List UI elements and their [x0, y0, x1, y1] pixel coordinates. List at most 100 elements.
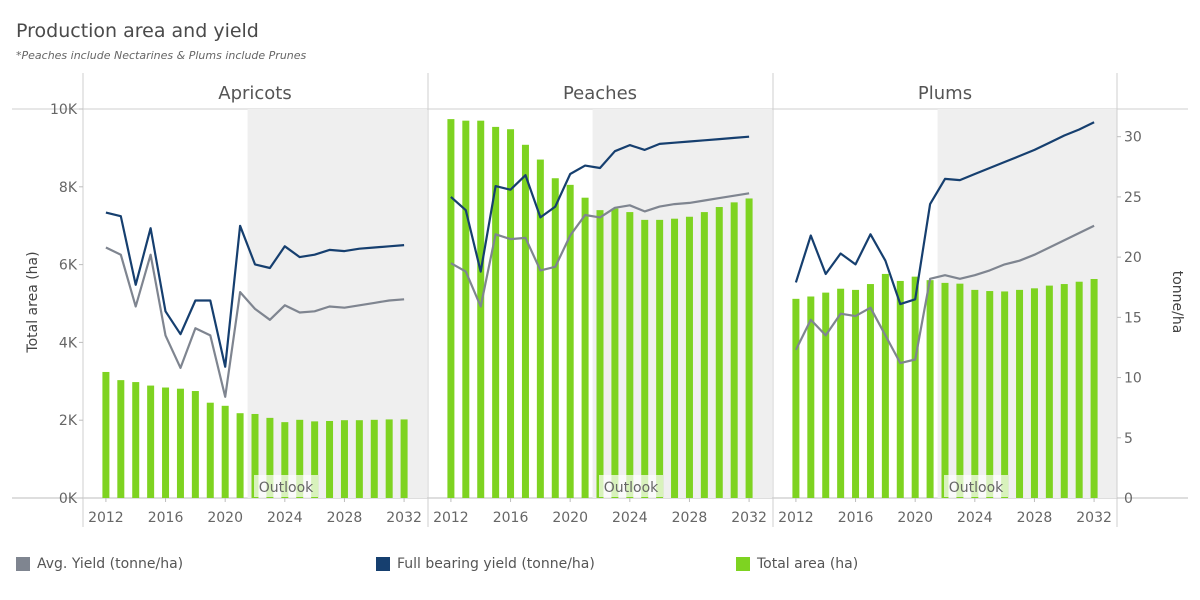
bar-total-area — [492, 126, 500, 499]
bar-total-area — [281, 422, 289, 498]
bar-total-area — [536, 159, 544, 498]
bar-total-area — [507, 129, 515, 498]
bar-total-area — [1090, 278, 1098, 498]
x-tick-label: 2016 — [148, 510, 184, 526]
chart-area: Apricots Outlook 2012 2016 2020 2024 2028 2032 P… — [12, 73, 1188, 527]
legend-total-area[interactable]: Total area (ha) — [736, 556, 858, 572]
bar-total-area — [147, 385, 155, 498]
x-tick-label: 2020 — [552, 510, 588, 526]
right-tick-label: 25 — [1124, 190, 1142, 206]
bar-total-area — [685, 216, 693, 499]
x-tick-label: 2032 — [1076, 510, 1112, 526]
x-tick-label: 2016 — [838, 510, 874, 526]
bar-total-area — [941, 282, 949, 498]
legend-avg-yield[interactable]: Avg. Yield (tonne/ha) — [16, 556, 183, 572]
legend-full-bearing-yield[interactable]: Full bearing yield (tonne/ha) — [376, 556, 595, 572]
bar-total-area — [117, 380, 125, 498]
legend-total-area-label: Total area (ha) — [757, 556, 859, 572]
bar-total-area — [385, 419, 393, 498]
series-line-full-bearing-yield — [450, 135, 750, 273]
left-axis-label: Total area (ha) — [25, 251, 41, 353]
bar-total-area — [1030, 288, 1038, 498]
x-tick-label: 2024 — [957, 510, 993, 526]
panel-header-plums: Plums — [918, 83, 972, 104]
bar-total-area — [566, 184, 574, 499]
bar-total-area — [326, 420, 334, 498]
bar-total-area — [822, 292, 830, 498]
right-tick-label: 10 — [1124, 371, 1142, 387]
bar-total-area — [477, 120, 485, 499]
x-tick-label: 2032 — [386, 510, 422, 526]
chart-subtitle: *Peaches include Nectarines & Plums incl… — [16, 49, 307, 62]
bar-total-area — [221, 405, 229, 498]
bar-total-area — [447, 119, 455, 498]
left-tick-label: 2K — [59, 413, 78, 429]
bar-total-area — [956, 283, 964, 498]
bar-total-area — [311, 421, 319, 498]
bar-total-area — [1016, 289, 1024, 498]
right-tick-label: 5 — [1124, 431, 1133, 447]
bar-total-area — [656, 219, 664, 499]
bar-total-area — [102, 371, 110, 498]
x-tick-label: 2020 — [207, 510, 243, 526]
x-tick-label: 2012 — [433, 510, 469, 526]
bar-total-area — [881, 273, 889, 498]
legend-total-area-swatch — [736, 557, 750, 571]
bar-total-area — [1060, 284, 1068, 498]
right-tick-label: 20 — [1124, 250, 1142, 266]
x-tick-label: 2016 — [493, 510, 529, 526]
bar-total-area — [926, 280, 934, 498]
x-tick-label: 2020 — [897, 510, 933, 526]
panels-layer: Apricots Outlook 2012 2016 2020 2024 2028 2032 P… — [12, 73, 1188, 527]
series-line-avg-yield — [794, 224, 1095, 365]
x-tick-label: 2032 — [731, 510, 767, 526]
legend-avg-yield-label: Avg. Yield (tonne/ha) — [37, 556, 184, 572]
bar-total-area — [236, 413, 244, 498]
bar-total-area — [191, 391, 199, 498]
legend-full-bearing-swatch — [376, 557, 390, 571]
bar-total-area — [462, 120, 470, 499]
bar-total-area — [611, 208, 619, 499]
bar-total-area — [1001, 291, 1009, 498]
bar-total-area — [132, 382, 140, 498]
bar-total-area — [1075, 281, 1083, 498]
panel-peaches: Peaches Outlook 2012 2016 2020 2024 2028 2032 — [427, 73, 772, 527]
outlook-region — [592, 109, 772, 498]
left-tick-label: 6K — [59, 258, 78, 274]
outlook-label: Outlook — [604, 480, 659, 496]
axes-layer: Total area (ha) tonne/ha 0K 2K 4K 6K 8K 10K 0 5… — [25, 102, 1185, 507]
bar-total-area — [266, 417, 274, 498]
x-tick-label: 2012 — [778, 510, 814, 526]
bar-total-area — [671, 218, 679, 498]
bar-total-area — [986, 291, 994, 498]
series-line-avg-yield — [105, 246, 405, 398]
series-line-full-bearing-yield — [794, 121, 1095, 306]
bar-total-area — [581, 197, 589, 498]
bar-total-area — [792, 298, 800, 498]
bar-total-area — [866, 284, 874, 498]
x-tick-label: 2028 — [1017, 510, 1053, 526]
bar-total-area — [521, 144, 529, 498]
chart-title: Production area and yield — [16, 20, 259, 42]
outlook-label-bg — [599, 475, 663, 497]
outlook-region — [937, 109, 1117, 498]
panel-apricots: Apricots Outlook 2012 2016 2020 2024 2028 2032 — [82, 73, 427, 527]
outlook-region — [247, 109, 427, 498]
outlook-label-bg — [944, 475, 1008, 497]
bar-total-area — [852, 289, 860, 498]
left-tick-label: 10K — [50, 102, 78, 118]
outlook-label-bg — [254, 475, 318, 497]
left-tick-label: 8K — [59, 180, 78, 196]
series-line-full-bearing-yield — [105, 211, 405, 368]
x-tick-label: 2028 — [327, 510, 363, 526]
bar-total-area — [626, 212, 634, 498]
bar-total-area — [251, 413, 259, 498]
bar-total-area — [296, 419, 304, 498]
panel-header-peaches: Peaches — [563, 83, 637, 104]
x-tick-label: 2024 — [612, 510, 648, 526]
right-tick-label: 15 — [1124, 310, 1142, 326]
bar-total-area — [400, 419, 408, 498]
panel-header-apricots: Apricots — [218, 83, 292, 104]
bar-total-area — [370, 419, 378, 498]
bar-total-area — [176, 388, 184, 498]
